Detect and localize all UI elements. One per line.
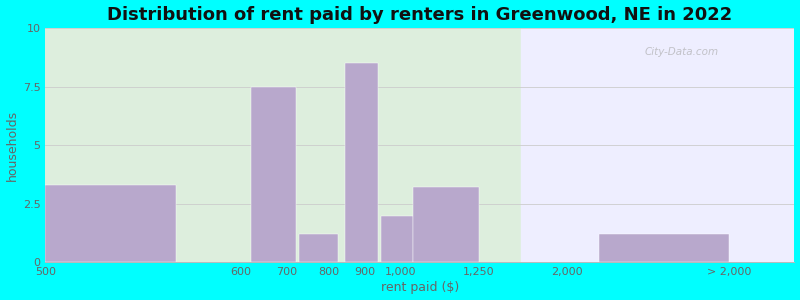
Bar — [299, 234, 338, 262]
Text: City-Data.com: City-Data.com — [645, 47, 718, 57]
Bar — [250, 86, 296, 262]
Bar — [599, 234, 730, 262]
Title: Distribution of rent paid by renters in Greenwood, NE in 2022: Distribution of rent paid by renters in … — [107, 6, 733, 24]
Bar — [521, 28, 794, 262]
Bar — [414, 188, 478, 262]
Bar — [46, 28, 521, 262]
Y-axis label: households: households — [6, 110, 18, 181]
Bar — [381, 215, 414, 262]
Bar — [345, 63, 378, 262]
X-axis label: rent paid ($): rent paid ($) — [381, 281, 459, 294]
Bar — [46, 185, 176, 262]
